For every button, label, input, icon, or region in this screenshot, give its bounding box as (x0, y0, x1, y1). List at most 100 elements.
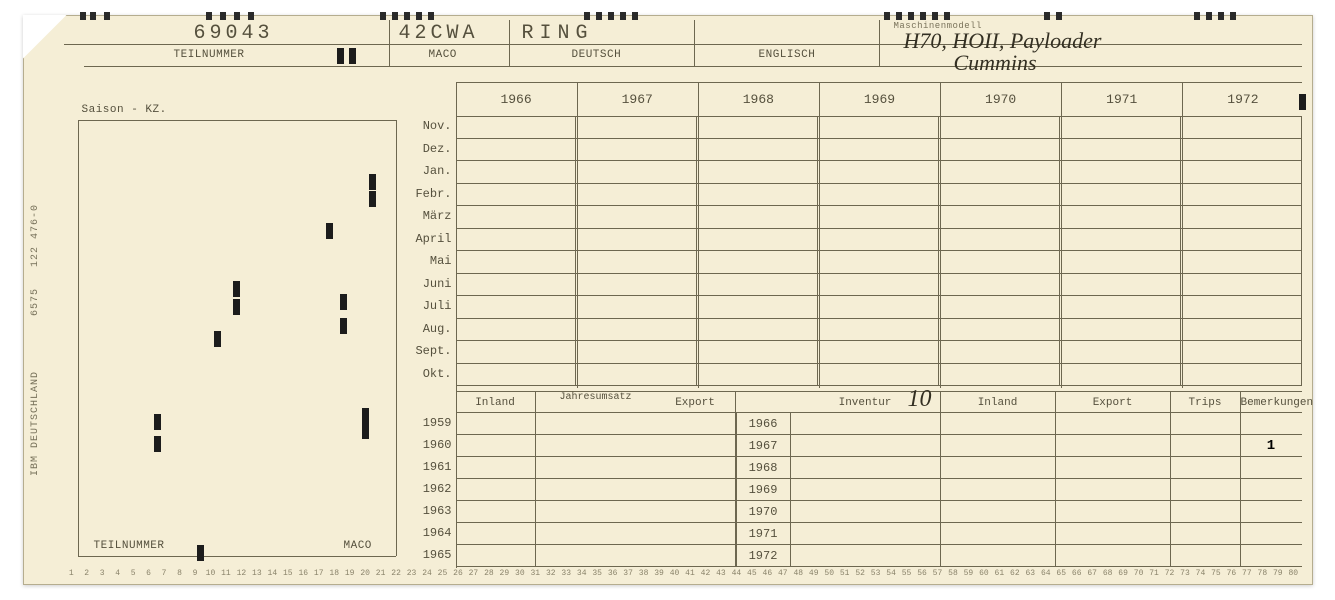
ruler-col: 11 (218, 569, 233, 578)
ruler-col: 74 (1193, 569, 1208, 578)
ruler-col: 41 (682, 569, 697, 578)
ruler-col: 47 (775, 569, 790, 578)
ruler-col: 72 (1162, 569, 1177, 578)
ruler-col: 21 (373, 569, 388, 578)
rule-line (456, 82, 1302, 83)
annual-year-right: 1968 (736, 457, 791, 478)
ruler-col: 44 (729, 569, 744, 578)
month-row (456, 274, 1302, 297)
ruler-col: 23 (404, 569, 419, 578)
annual-year-right: 1967 (736, 435, 791, 456)
ruler-col: 68 (1100, 569, 1115, 578)
ruler-col: 33 (559, 569, 574, 578)
ruler-col: 37 (620, 569, 635, 578)
rule-line (78, 556, 396, 557)
ruler-col: 31 (528, 569, 543, 578)
saison-label: Saison - KZ. (82, 104, 167, 116)
rule-line (389, 20, 390, 66)
punch-hole (1299, 94, 1306, 110)
side-formno: 6575 122 476-0 (30, 204, 41, 316)
ruler-col: 70 (1131, 569, 1146, 578)
ruler-col: 35 (589, 569, 604, 578)
ruler-col: 14 (265, 569, 280, 578)
month-row (456, 229, 1302, 252)
ruler-col: 75 (1208, 569, 1223, 578)
ruler-col: 57 (930, 569, 945, 578)
annual-row: 1968 (456, 457, 1302, 479)
rule-line (78, 120, 79, 556)
ruler-col: 69 (1115, 569, 1130, 578)
ruler-col: 45 (744, 569, 759, 578)
punch-hole (349, 48, 356, 64)
ruler-col: 67 (1084, 569, 1099, 578)
year-header: 1967 (577, 92, 698, 118)
ruler-col: 76 (1224, 569, 1239, 578)
ruler-col: 16 (296, 569, 311, 578)
annual-year-right: 1969 (736, 479, 791, 500)
month-row (456, 139, 1302, 162)
month-label: Dez. (404, 142, 452, 156)
annual-year-right: 1971 (736, 523, 791, 544)
ruler-col: 50 (821, 569, 836, 578)
month-label: Juni (404, 277, 452, 291)
rule-line (84, 66, 1302, 67)
ruler-col: 51 (837, 569, 852, 578)
bottom-teilnummer-label: TEILNUMMER (94, 540, 165, 552)
ruler-col: 38 (636, 569, 651, 578)
teilnummer-value: 69043 (194, 22, 274, 45)
punch-hole (326, 223, 333, 239)
ruler-col: 77 (1239, 569, 1254, 578)
ruler-col: 78 (1255, 569, 1270, 578)
ruler-col: 24 (419, 569, 434, 578)
rule-line (879, 20, 880, 66)
year-header: 1968 (698, 92, 819, 118)
rule-line (694, 20, 695, 66)
ruler-col: 8 (172, 569, 187, 578)
ruler-col: 12 (234, 569, 249, 578)
ruler-col: 66 (1069, 569, 1084, 578)
ruler-col: 73 (1177, 569, 1192, 578)
ruler-col: 3 (94, 569, 109, 578)
month-row (456, 341, 1302, 364)
rule-line (396, 120, 397, 556)
ruler-col: 19 (342, 569, 357, 578)
month-row (456, 319, 1302, 342)
top-notches (24, 12, 1312, 20)
maco-label: MACO (429, 49, 457, 61)
ruler-col: 62 (1007, 569, 1022, 578)
year-header: 1969 (819, 92, 940, 118)
punch-hole (233, 299, 240, 315)
annual-year-left: 1964 (404, 526, 452, 540)
month-label: Nov. (404, 119, 452, 133)
legend-export: Export (656, 392, 736, 412)
ruler-col: 40 (667, 569, 682, 578)
punch-hole (214, 331, 221, 347)
ruler-col: 59 (961, 569, 976, 578)
ruler-col: 2 (79, 569, 94, 578)
year-header: 1972 (1182, 92, 1303, 118)
ruler-col: 1 (64, 569, 79, 578)
legend-inventur: Inventur 10 (791, 392, 941, 412)
maschinenmodell-handwritten-2: Cummins (954, 50, 1037, 76)
ruler-col: 18 (326, 569, 341, 578)
annual-year-left: 1962 (404, 482, 452, 496)
punch-hole (154, 436, 161, 452)
rule-line (509, 20, 510, 66)
ruler-col: 36 (605, 569, 620, 578)
annual-row: 1970 (456, 501, 1302, 523)
legend-trips: Trips (1171, 392, 1241, 412)
annual-year-right: 1972 (736, 545, 791, 566)
annual-year-left: 1960 (404, 438, 452, 452)
annual-year-right: 1966 (736, 413, 791, 434)
month-row (456, 206, 1302, 229)
legend-export2: Export (1056, 392, 1171, 412)
ruler-col: 60 (976, 569, 991, 578)
annual-row: 1972 (456, 545, 1302, 567)
deutsch-value: RING (522, 22, 594, 45)
ruler-col: 32 (543, 569, 558, 578)
punch-hole (197, 545, 204, 561)
teilnummer-label: TEILNUMMER (174, 49, 245, 61)
legend-inland: Inland (456, 392, 536, 412)
side-manufacturer: IBM DEUTSCHLAND (30, 371, 41, 476)
ruler-col: 13 (249, 569, 264, 578)
